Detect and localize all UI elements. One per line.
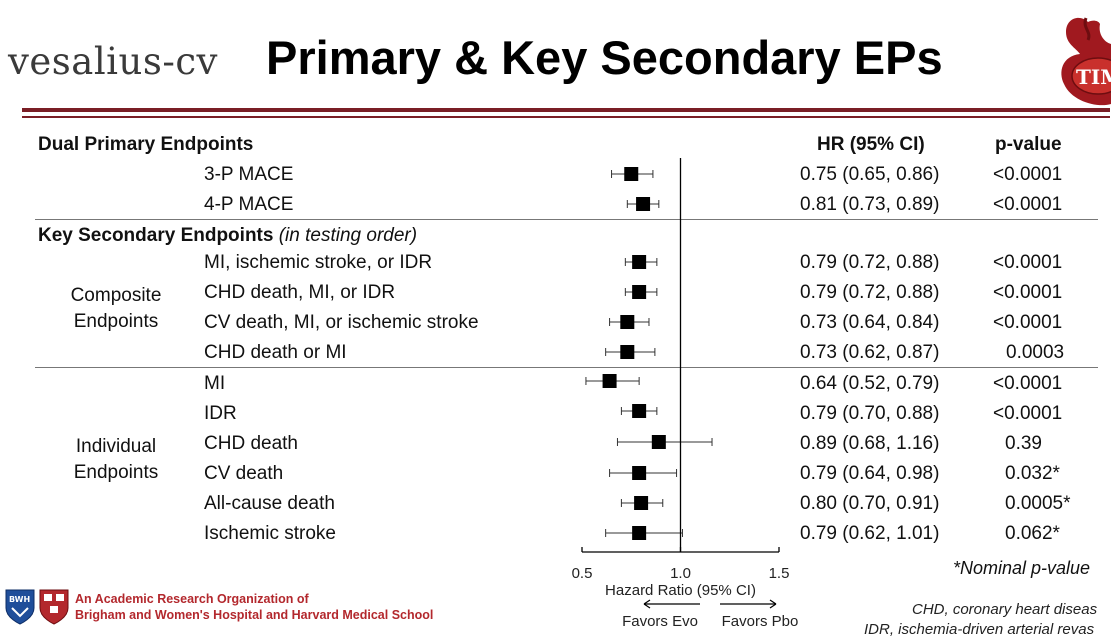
footer-line2: Brigham and Women's Hospital and Harvard… <box>75 608 434 622</box>
row-hr-ci: 0.79 (0.72, 0.88) <box>800 252 940 273</box>
row-hr-ci: 0.79 (0.72, 0.88) <box>800 282 940 303</box>
row-hr-ci: 0.79 (0.64, 0.98) <box>800 463 940 484</box>
section-divider-primary <box>35 219 1098 220</box>
row-hr-ci: 0.73 (0.64, 0.84) <box>800 312 940 333</box>
favors-left-label: Favors Evo <box>622 613 698 630</box>
vesalius-logo: vesalius-cv <box>8 40 218 83</box>
bwh-shield-text: BWH <box>9 595 30 604</box>
group-individual-line1: Individual <box>75 436 157 457</box>
row-pvalue: 0.39 <box>1005 433 1042 454</box>
row-hr-ci: 0.81 (0.73, 0.89) <box>800 194 940 215</box>
row-pvalue: <0.0001 <box>993 282 1063 303</box>
nominal-pvalue-note: *Nominal p-value <box>953 558 1091 578</box>
hr-marker <box>624 167 639 181</box>
row-hr-ci: 0.75 (0.65, 0.86) <box>800 164 940 185</box>
vesalius-logo-text: vesalius-cv <box>8 40 218 83</box>
row-pvalue: 0.0003 <box>1006 342 1065 363</box>
row-hr-ci: 0.79 (0.70, 0.88) <box>800 403 940 424</box>
row-label: CHD death <box>204 433 298 454</box>
row-label: All-cause death <box>204 493 335 514</box>
hr-marker <box>620 315 635 329</box>
row-pvalue: <0.0001 <box>993 373 1063 394</box>
favors-left-arrowhead <box>643 599 651 609</box>
row-hr-ci: 0.79 (0.62, 1.01) <box>800 523 940 544</box>
x-tick-label: 1.5 <box>769 565 790 582</box>
key-secondary-header: Key Secondary Endpoints (in testing orde… <box>38 225 417 247</box>
hr-marker <box>620 345 635 359</box>
row-hr-ci: 0.80 (0.70, 0.91) <box>800 493 940 514</box>
row-pvalue: 0.0005* <box>1005 493 1071 514</box>
abbreviation-idr: IDR, ischemia-driven arterial revas <box>864 621 1095 638</box>
group-composite-line1: Composite <box>70 285 162 306</box>
row-pvalue: 0.032* <box>1005 463 1060 484</box>
row-label: MI, ischemic stroke, or IDR <box>204 252 433 273</box>
row-label: CHD death, MI, or IDR <box>204 282 396 303</box>
row-hr-ci: 0.73 (0.62, 0.87) <box>800 342 940 363</box>
pvalue-column-header: p-value <box>995 134 1062 155</box>
row-hr-ci: 0.89 (0.68, 1.16) <box>800 433 940 454</box>
abbreviation-chd: CHD, coronary heart diseas <box>912 601 1098 618</box>
row-pvalue: <0.0001 <box>993 252 1063 273</box>
harvard-shield-icon <box>39 589 69 625</box>
row-label: CV death, MI, or ischemic stroke <box>204 312 479 333</box>
x-tick-label: 0.5 <box>572 565 593 582</box>
hr-marker <box>632 285 647 299</box>
hr-marker <box>634 496 649 510</box>
row-pvalue: <0.0001 <box>993 164 1063 185</box>
key-secondary-note: (in testing order) <box>278 225 418 246</box>
timi-label: TIMI <box>1076 65 1111 89</box>
key-secondary-title: Key Secondary Endpoints <box>38 225 274 246</box>
timi-swirl <box>1083 17 1091 41</box>
hr-marker <box>632 526 647 540</box>
forest-plot: 0.5 1.0 1.5 Hazard Ratio (95% CI) Favors Evo… <box>572 158 799 630</box>
group-composite-endpoints: Composite Endpoints <box>41 283 191 335</box>
favors-right-arrowhead <box>769 599 777 609</box>
hr-marker <box>632 404 647 418</box>
group-individual-endpoints: Individual Endpoints <box>41 434 191 486</box>
hr-column-header: HR (95% CI) <box>817 134 925 155</box>
row-label: CHD death or MI <box>204 342 347 363</box>
bwh-shield-icon: BWH <box>5 589 35 625</box>
row-label: IDR <box>204 403 237 424</box>
row-label: 3-P MACE <box>204 164 294 185</box>
row-pvalue: <0.0001 <box>993 403 1063 424</box>
row-pvalue: 0.062* <box>1005 523 1060 544</box>
page-title: Primary & Key Secondary EPs <box>266 31 943 84</box>
timi-logo: TIMI <box>1061 17 1111 106</box>
row-hr-ci: 0.64 (0.52, 0.79) <box>800 373 940 394</box>
row-label: MI <box>204 373 226 394</box>
hr-marker <box>651 435 666 449</box>
x-axis-title: Hazard Ratio (95% CI) <box>605 582 756 599</box>
timi-badge <box>1071 57 1111 95</box>
footer-line1: An Academic Research Organization of <box>75 592 309 606</box>
row-pvalue: <0.0001 <box>993 194 1063 215</box>
row-label: Ischemic stroke <box>204 523 336 544</box>
row-label: CV death <box>204 463 284 484</box>
group-composite-line2: Endpoints <box>73 311 159 332</box>
hr-marker <box>636 197 651 211</box>
title-rule-thin <box>22 116 1110 118</box>
title-rule-thick <box>22 108 1110 112</box>
row-label: 4-P MACE <box>204 194 294 215</box>
x-tick-label: 1.0 <box>670 565 691 582</box>
hr-marker <box>632 466 647 480</box>
favors-right-label: Favors Pbo <box>722 613 799 630</box>
hr-marker <box>602 374 617 388</box>
dual-primary-header: Dual Primary Endpoints <box>38 134 254 155</box>
section-divider-composite <box>35 367 1098 368</box>
group-individual-line2: Endpoints <box>73 462 159 483</box>
hr-marker <box>632 255 647 269</box>
row-pvalue: <0.0001 <box>993 312 1063 333</box>
